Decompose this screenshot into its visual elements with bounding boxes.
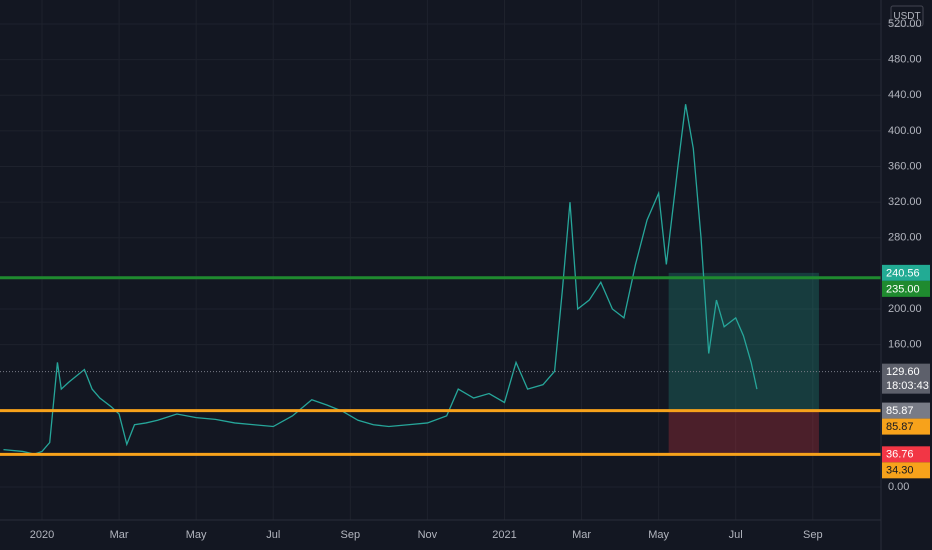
- y-tick-label: 280.00: [888, 232, 922, 244]
- profit-zone: [668, 272, 819, 411]
- price-tag: [882, 264, 930, 281]
- price-tag-label: 85.87: [886, 405, 914, 417]
- price-tag: [882, 418, 930, 435]
- price-tag: [882, 280, 930, 297]
- price-tag: [882, 402, 930, 419]
- x-tick-label: 2020: [30, 529, 54, 541]
- y-tick-label: 440.00: [888, 89, 922, 101]
- x-tick-label: 2021: [492, 529, 516, 541]
- x-tick-label: Sep: [803, 529, 823, 541]
- price-tag-label: 235.00: [886, 283, 920, 295]
- y-tick-label: 0.00: [888, 481, 909, 493]
- x-tick-label: Sep: [341, 529, 361, 541]
- x-tick-label: Nov: [418, 529, 438, 541]
- price-tag: [882, 462, 930, 479]
- x-tick-label: Jul: [729, 529, 743, 541]
- price-tag: [882, 363, 930, 394]
- price-tag-label: 240.56: [886, 267, 920, 279]
- price-tag-label: 85.87: [886, 421, 914, 433]
- price-tag-label: 36.76: [886, 449, 914, 461]
- y-tick-label: 400.00: [888, 125, 922, 137]
- currency: USDT: [893, 11, 920, 22]
- x-tick-label: Jul: [266, 529, 280, 541]
- currency-badge[interactable]: [890, 5, 924, 27]
- price-line: [3, 104, 758, 455]
- price-tag-label: 129.60: [886, 366, 920, 378]
- y-tick-label: 480.00: [888, 54, 922, 66]
- x-tick-label: Mar: [110, 529, 129, 541]
- x-tick-label: May: [648, 529, 669, 541]
- price-tag-label: 34.30: [886, 465, 914, 477]
- loss-zone: [668, 410, 819, 455]
- y-tick-label: 160.00: [888, 338, 922, 350]
- y-tick-label: 520.00: [888, 18, 922, 30]
- y-tick-label: 320.00: [888, 196, 922, 208]
- x-tick-label: May: [186, 529, 207, 541]
- y-tick-label: 200.00: [888, 303, 922, 315]
- price-tag: [882, 446, 930, 463]
- x-tick-label: Mar: [572, 529, 591, 541]
- countdown: 18:03:43: [886, 380, 929, 392]
- y-tick-label: 360.00: [888, 160, 922, 172]
